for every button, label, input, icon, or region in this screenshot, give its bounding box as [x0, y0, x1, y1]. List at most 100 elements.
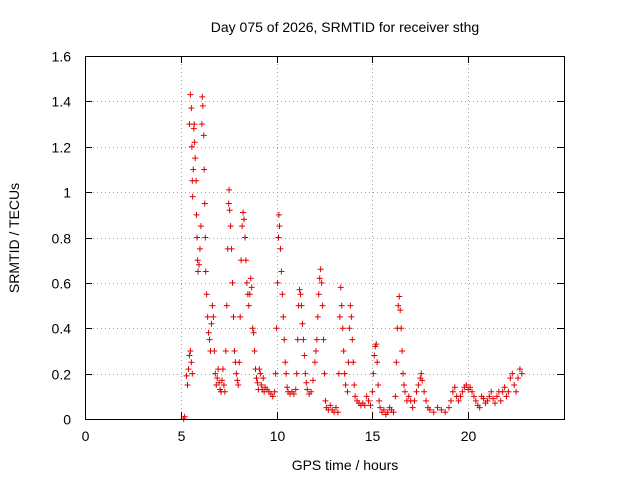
data-point: [185, 366, 192, 373]
data-point: [315, 291, 322, 298]
data-point: [191, 121, 198, 128]
data-point: [194, 234, 201, 241]
data-point: [193, 211, 200, 218]
data-point: [320, 336, 327, 343]
data-point: [280, 313, 287, 320]
data-point: [218, 377, 225, 384]
data-point: [317, 266, 324, 273]
x-axis-label: GPS time / hours: [292, 457, 399, 473]
data-point: [316, 275, 323, 282]
data-point: [273, 325, 280, 332]
x-tick-label: 15: [365, 428, 381, 444]
data-point: [202, 234, 209, 241]
data-point: [247, 275, 254, 282]
data-point: [318, 279, 325, 286]
data-point: [189, 370, 196, 377]
data-point: [202, 268, 209, 275]
data-point: [486, 393, 493, 400]
data-point: [184, 381, 191, 388]
data-point: [344, 388, 351, 395]
data-point: [241, 216, 248, 223]
data-point: [283, 370, 290, 377]
data-point: [373, 341, 380, 348]
x-tick-labels: 0 5 10 15 20: [82, 428, 477, 444]
data-point: [223, 302, 230, 309]
data-point: [269, 393, 276, 400]
data-point: [400, 370, 407, 377]
data-point: [191, 139, 198, 146]
data-point: [301, 352, 308, 359]
data-point: [196, 261, 203, 268]
data-point: [369, 388, 376, 395]
y-tick-label: 1.2: [52, 140, 72, 156]
data-point: [292, 386, 299, 393]
data-point: [194, 257, 201, 264]
data-point: [463, 381, 470, 388]
data-point: [248, 284, 255, 291]
data-point: [205, 329, 212, 336]
data-point: [203, 291, 210, 298]
data-point: [192, 155, 199, 162]
plot-frame: [85, 56, 565, 420]
data-point: [421, 388, 428, 395]
data-point: [361, 402, 368, 409]
data-point: [236, 359, 243, 366]
data-point: [297, 291, 304, 298]
data-point: [501, 384, 508, 391]
y-axis-label: SRMTID / TECUs: [6, 183, 22, 293]
y-tick-label: 1.4: [52, 94, 72, 110]
data-point: [271, 388, 278, 395]
data-point: [349, 336, 356, 343]
data-point: [310, 377, 317, 384]
data-point: [347, 302, 354, 309]
data-point: [313, 336, 320, 343]
y-tick-label: 0.8: [52, 231, 72, 247]
data-point: [231, 347, 238, 354]
y-tick-label: 0: [63, 412, 71, 428]
data-point: [245, 302, 252, 309]
data-point: [183, 372, 190, 379]
data-point: [505, 388, 512, 395]
chart-title: Day 075 of 2026, SRMTID for receiver sth…: [211, 19, 479, 35]
data-point: [233, 370, 240, 377]
data-point: [246, 291, 253, 298]
data-point: [322, 397, 329, 404]
data-point: [418, 370, 425, 377]
data-point: [351, 381, 358, 388]
data-point: [516, 366, 523, 373]
data-point: [304, 386, 311, 393]
data-point: [272, 370, 279, 377]
data-point: [509, 370, 516, 377]
data-point: [226, 207, 233, 214]
data-point: [327, 402, 334, 409]
data-point: [293, 370, 300, 377]
data-point: [399, 347, 406, 354]
data-point: [442, 409, 449, 416]
data-point: [513, 388, 520, 395]
data-point: [260, 375, 267, 382]
data-point: [256, 366, 263, 373]
data-point: [240, 209, 247, 216]
data-point: [181, 413, 188, 420]
data-point: [375, 381, 382, 388]
data-point: [303, 379, 310, 386]
data-point: [411, 397, 418, 404]
data-point: [334, 409, 341, 416]
data-point: [311, 359, 318, 366]
data-point: [352, 393, 359, 400]
data-point: [257, 370, 264, 377]
data-point: [457, 393, 464, 400]
x-tick-label: 20: [461, 428, 477, 444]
data-point: [196, 245, 203, 252]
data-point: [276, 223, 283, 230]
data-point: [374, 359, 381, 366]
data-point: [419, 377, 426, 384]
data-point: [493, 393, 500, 400]
data-point: [188, 143, 195, 150]
data-point: [206, 336, 213, 343]
data-point: [221, 388, 228, 395]
data-point: [302, 370, 309, 377]
data-point: [186, 352, 193, 359]
data-point: [299, 320, 306, 327]
data-point: [363, 393, 370, 400]
